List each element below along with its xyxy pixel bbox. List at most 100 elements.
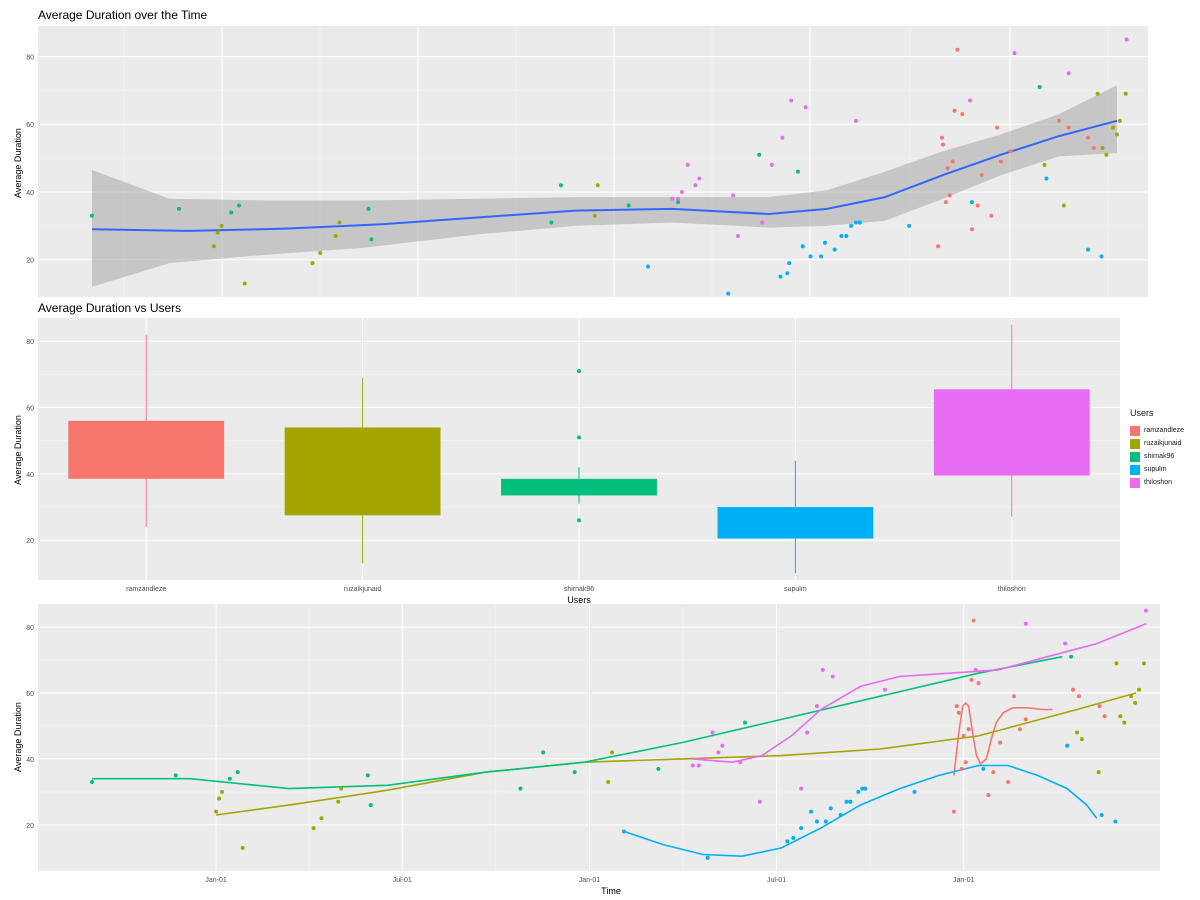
chart1-point-shirnak96 bbox=[1037, 84, 1042, 89]
chart3-point-supulm bbox=[799, 826, 804, 831]
chart1-point-supulm bbox=[969, 200, 974, 205]
chart1-point-thiloshon bbox=[1124, 37, 1129, 42]
chart1-point-supulm bbox=[853, 220, 858, 225]
chart3-point-ramzandleze bbox=[986, 793, 991, 798]
chart3-point-supulm bbox=[856, 789, 861, 794]
chart1-point-ramzandleze bbox=[952, 108, 957, 113]
chart3-point-thiloshon bbox=[757, 799, 762, 804]
chart3-point-supulm bbox=[814, 819, 819, 824]
chart3-y-tick-label: 20 bbox=[26, 823, 34, 830]
chart1-point-ruzaikjunaid bbox=[592, 213, 597, 218]
chart3-point-thiloshon bbox=[720, 743, 725, 748]
chart3-point-supulm bbox=[1099, 812, 1104, 817]
chart3-point-ruzaikjunaid bbox=[1118, 714, 1123, 719]
chart2-x-axis-label: Users bbox=[567, 595, 591, 605]
legend-item-shirnak96: shirnak96 bbox=[1130, 450, 1184, 463]
chart2-outlier-shirnak96 bbox=[577, 518, 581, 523]
chart3-point-supulm bbox=[791, 836, 796, 841]
chart3-point-shirnak96 bbox=[90, 780, 94, 784]
chart3-point-thiloshon bbox=[1063, 641, 1068, 646]
chart1-smooth-line bbox=[91, 119, 1118, 232]
chart3-point-thiloshon bbox=[805, 730, 810, 735]
chart3-point-ruzaikjunaid bbox=[1129, 694, 1134, 699]
chart1-point-supulm bbox=[808, 254, 813, 259]
chart1-point-shirnak96 bbox=[369, 237, 374, 242]
legend-label: shirnak96 bbox=[1144, 453, 1175, 460]
chart3-point-ruzaikjunaid bbox=[1137, 687, 1142, 692]
chart3-point-ruzaikjunaid bbox=[1133, 700, 1138, 705]
chart1-point-thiloshon bbox=[780, 135, 785, 140]
chart1-point-ramzandleze bbox=[969, 227, 974, 232]
chart3-point-supulm bbox=[823, 819, 828, 824]
chart1-point-supulm bbox=[1044, 176, 1049, 181]
legend-item-ruzaikjunaid: ruzaikjunaid bbox=[1130, 437, 1184, 450]
legend-label: supulm bbox=[1144, 466, 1167, 473]
chart1-point-ruzaikjunaid bbox=[215, 230, 220, 235]
chart3-point-supulm bbox=[828, 806, 833, 811]
chart1-scatter-smooth: 20 40 60 80 Average Duration bbox=[13, 26, 1148, 297]
chart3-line-thiloshon bbox=[692, 623, 1147, 764]
chart3-point-ruzaikjunaid bbox=[217, 796, 222, 801]
chart1-point-supulm bbox=[778, 274, 783, 279]
chart1-point-ramzandleze bbox=[940, 142, 945, 147]
chart3-point-thiloshon bbox=[820, 667, 825, 672]
chart2-x-tick-label: ruzaikjunaid bbox=[344, 586, 381, 593]
chart2-y-axis-label: Average Duration bbox=[13, 415, 23, 485]
chart3-point-ramzandleze bbox=[954, 704, 959, 709]
chart1-point-ramzandleze bbox=[950, 159, 955, 164]
chart1-point-ruzaikjunaid bbox=[1115, 132, 1120, 137]
legend-label: thiloshon bbox=[1144, 479, 1173, 486]
chart1-point-shirnak96 bbox=[90, 213, 94, 218]
chart2-x-tick-label: ramzandleze bbox=[126, 586, 166, 593]
chart2-y-tick-label: 20 bbox=[26, 538, 34, 545]
chart3-point-ramzandleze bbox=[1102, 714, 1107, 719]
chart1-confidence-band bbox=[92, 85, 1117, 287]
chart1-point-thiloshon bbox=[968, 98, 973, 103]
chart3-point-ramzandleze bbox=[959, 766, 964, 771]
chart1-point-ruzaikjunaid bbox=[1042, 162, 1047, 167]
chart3-point-supulm bbox=[863, 786, 868, 791]
chart3-point-thiloshon bbox=[710, 730, 715, 735]
legend-swatch bbox=[1130, 477, 1140, 488]
chart1-point-thiloshon bbox=[693, 183, 698, 188]
chart1-point-shirnak96 bbox=[236, 203, 241, 208]
chart3-point-thiloshon bbox=[799, 786, 804, 791]
chart3-point-supulm bbox=[1065, 743, 1070, 748]
chart3-point-thiloshon bbox=[690, 763, 695, 768]
chart1-point-ruzaikjunaid bbox=[1111, 125, 1116, 130]
chart3-point-shirnak96 bbox=[518, 786, 523, 791]
chart1-point-supulm bbox=[1099, 254, 1104, 259]
chart3-point-supulm bbox=[860, 786, 865, 791]
chart1-point-ramzandleze bbox=[939, 135, 944, 140]
chart1-point-thiloshon bbox=[697, 176, 702, 181]
chart3-point-ruzaikjunaid bbox=[1096, 770, 1101, 775]
chart1-title: Average Duration over the Time bbox=[38, 8, 208, 22]
chart3-point-shirnak96 bbox=[235, 770, 240, 775]
chart1-point-ruzaikjunaid bbox=[219, 223, 224, 228]
chart1-point-supulm bbox=[857, 220, 862, 225]
chart3-point-ruzaikjunaid bbox=[610, 750, 615, 755]
chart3-x-tick-label: Jul-01 bbox=[767, 877, 786, 884]
chart1-point-supulm bbox=[907, 223, 912, 228]
chart1-point-ramzandleze bbox=[945, 166, 950, 171]
chart3-point-ruzaikjunaid bbox=[240, 845, 245, 850]
chart3-point-shirnak96 bbox=[368, 803, 373, 808]
chart1-point-supulm bbox=[849, 223, 854, 228]
chart3-line-ruzaikjunaid bbox=[215, 692, 1137, 816]
chart3-point-ruzaikjunaid bbox=[214, 809, 219, 814]
chart1-point-shirnak96 bbox=[795, 169, 800, 174]
chart2-y-tick-label: 80 bbox=[26, 339, 34, 346]
chart3-point-thiloshon bbox=[973, 667, 978, 672]
chart3-point-supulm bbox=[621, 829, 626, 834]
chart1-point-thiloshon bbox=[670, 196, 675, 201]
chart2-box-supulm bbox=[717, 507, 874, 539]
chart3-point-thiloshon bbox=[1143, 608, 1148, 613]
chart1-point-supulm bbox=[787, 261, 792, 266]
chart2-boxplot: 20 40 60 80 ramzandleze ruzaikjunaid shirnak9… bbox=[13, 318, 1120, 605]
chart3-point-thiloshon bbox=[696, 763, 701, 768]
chart1-point-ramzandleze bbox=[989, 213, 994, 218]
chart1-point-ramzandleze bbox=[998, 159, 1003, 164]
chart3-point-ruzaikjunaid bbox=[606, 780, 611, 784]
chart1-point-ramzandleze bbox=[960, 112, 965, 117]
chart1-point-ruzaikjunaid bbox=[318, 250, 323, 255]
